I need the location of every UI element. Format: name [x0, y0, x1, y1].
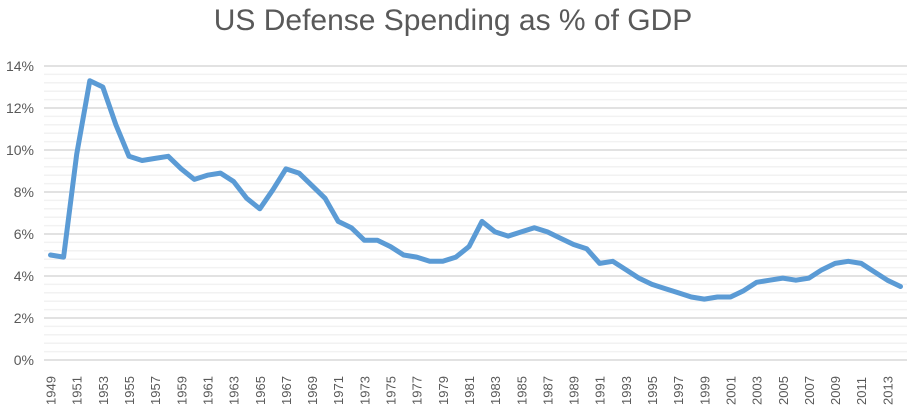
x-tick-label: 2009 [828, 376, 843, 405]
x-tick-label: 1975 [384, 376, 399, 405]
x-tick-label: 2011 [854, 377, 869, 405]
x-tick-label: 1963 [227, 376, 242, 405]
y-tick-label: 0% [14, 352, 34, 368]
x-tick-label: 2003 [750, 376, 765, 405]
x-tick-label: 1991 [593, 376, 608, 405]
y-tick-label: 12% [6, 100, 34, 116]
y-tick-label: 6% [14, 226, 34, 242]
series-polyline [51, 81, 901, 299]
x-tick-label: 1969 [305, 376, 320, 405]
x-tick-label: 1953 [96, 376, 111, 405]
x-tick-label: 1971 [331, 376, 346, 405]
x-tick-label: 1949 [44, 376, 59, 405]
x-tick-label: 1951 [70, 376, 85, 405]
x-tick-label: 1997 [671, 376, 686, 405]
x-tick-label: 1981 [462, 376, 477, 405]
x-tick-label: 1973 [357, 376, 372, 405]
x-tick-label: 2005 [776, 376, 791, 405]
y-axis-tick-labels: 0% 2% 4% 6% 8% 10% 12% 14% [6, 58, 34, 368]
x-tick-label: 1961 [200, 376, 215, 405]
gridlines [44, 66, 907, 360]
x-tick-label: 2001 [723, 376, 738, 405]
chart-title: US Defense Spending as % of GDP [214, 4, 693, 37]
y-tick-label: 4% [14, 268, 34, 284]
x-tick-label: 1959 [174, 376, 189, 405]
x-tick-label: 2007 [802, 376, 817, 405]
x-tick-label: 1993 [619, 376, 634, 405]
x-tick-label: 1979 [436, 376, 451, 405]
x-tick-label: 1983 [488, 376, 503, 405]
x-tick-label: 1999 [697, 376, 712, 405]
series-line [50, 81, 900, 300]
x-tick-label: 1955 [122, 376, 137, 405]
y-tick-label: 10% [6, 142, 34, 158]
y-tick-label: 14% [6, 58, 34, 74]
x-tick-label: 1989 [567, 376, 582, 405]
y-tick-label: 2% [14, 310, 34, 326]
x-tick-label: 1977 [410, 376, 425, 405]
y-tick-label: 8% [14, 184, 34, 200]
x-tick-label: 1987 [540, 376, 555, 405]
x-tick-label: 1965 [253, 376, 268, 405]
x-tick-label: 1957 [148, 376, 163, 405]
x-tick-label: 1967 [279, 376, 294, 405]
x-tick-label: 2013 [880, 376, 895, 405]
x-axis-tick-labels: 1949 1951 1953 1955 1957 1959 1961 1963 1965 1967… [44, 376, 896, 405]
x-tick-label: 1985 [514, 376, 529, 405]
x-tick-label: 1995 [645, 376, 660, 405]
